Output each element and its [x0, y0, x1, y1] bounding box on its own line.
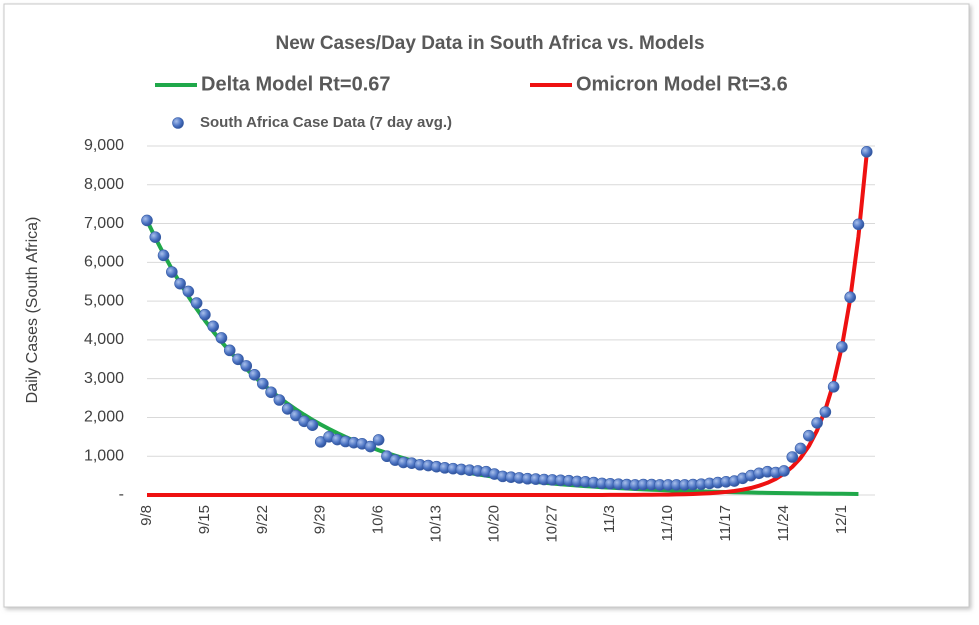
- x-tick-label: 9/22: [254, 505, 271, 534]
- data-point: [786, 451, 799, 463]
- x-tick-label: 10/13: [428, 505, 445, 543]
- y-tick-label: 3,000: [84, 370, 124, 387]
- y-tick-label: 8,000: [84, 176, 124, 193]
- data-point: [141, 214, 153, 227]
- data-point: [281, 403, 294, 415]
- x-tick-label: 10/6: [370, 505, 387, 534]
- y-tick-label: -: [119, 486, 124, 503]
- y-tick-label: 4,000: [84, 331, 124, 348]
- data-point: [364, 440, 377, 453]
- x-tick-label: 10/27: [543, 505, 560, 543]
- x-tick-label: 10/20: [485, 505, 502, 543]
- data-point: [157, 249, 170, 262]
- x-tick-label: 9/29: [312, 505, 329, 534]
- y-tick-label: 7,000: [84, 215, 124, 232]
- chart-title: New Cases/Day Data in South Africa vs. M…: [275, 33, 704, 54]
- data-point: [778, 465, 790, 477]
- data-point: [248, 368, 261, 381]
- data-point: [794, 442, 807, 455]
- x-tick-label: 9/15: [196, 505, 213, 534]
- data-point: [803, 429, 815, 442]
- y-tick-label: 2,000: [84, 409, 124, 426]
- x-tick-label: 9/8: [138, 505, 155, 526]
- y-tick-label: 6,000: [84, 254, 124, 271]
- legend: Delta Model Rt=0.67 Omicron Model Rt=3.6 S…: [155, 73, 788, 131]
- legend-label: Delta Model Rt=0.67: [201, 73, 391, 95]
- data-point: [149, 231, 162, 243]
- data-point: [190, 297, 203, 309]
- x-tick-label: 12/1: [833, 505, 850, 534]
- data-point: [860, 146, 873, 158]
- data-point: [836, 341, 848, 353]
- data-point: [166, 266, 178, 278]
- data-point: [257, 377, 269, 390]
- x-tick-label: 11/3: [601, 505, 618, 533]
- data-point: [199, 308, 211, 321]
- data-point: [811, 417, 823, 429]
- legend-label: Omicron Model Rt=3.6: [576, 73, 788, 95]
- y-tick-label: 9,000: [84, 137, 124, 154]
- data-point: [240, 360, 253, 372]
- data-point: [827, 381, 840, 393]
- series-markers: [141, 146, 873, 491]
- data-point: [852, 218, 865, 231]
- data-point: [273, 394, 286, 406]
- data-point: [290, 409, 302, 422]
- data-point: [372, 434, 385, 446]
- data-point: [232, 353, 244, 366]
- x-tick-label: 11/17: [717, 505, 734, 541]
- y-axis-label: Daily Cases (South Africa): [24, 217, 41, 404]
- data-point: [207, 320, 219, 333]
- data-point: [844, 291, 856, 304]
- y-tick-label: 1,000: [84, 447, 124, 464]
- data-point: [223, 344, 236, 357]
- y-tick-label: 5,000: [84, 292, 124, 309]
- data-point: [819, 406, 832, 418]
- x-tick-label: 11/24: [775, 505, 792, 541]
- data-point: [265, 386, 277, 399]
- legend-swatch: [172, 117, 184, 129]
- chart-border: [3, 3, 970, 608]
- data-point: [215, 332, 228, 344]
- data-point: [306, 419, 319, 432]
- legend-label: South Africa Case Data (7 day avg.): [200, 114, 452, 131]
- x-tick-label: 11/10: [659, 505, 676, 541]
- data-point: [182, 285, 195, 298]
- series-line: [147, 153, 869, 497]
- data-point: [174, 277, 186, 290]
